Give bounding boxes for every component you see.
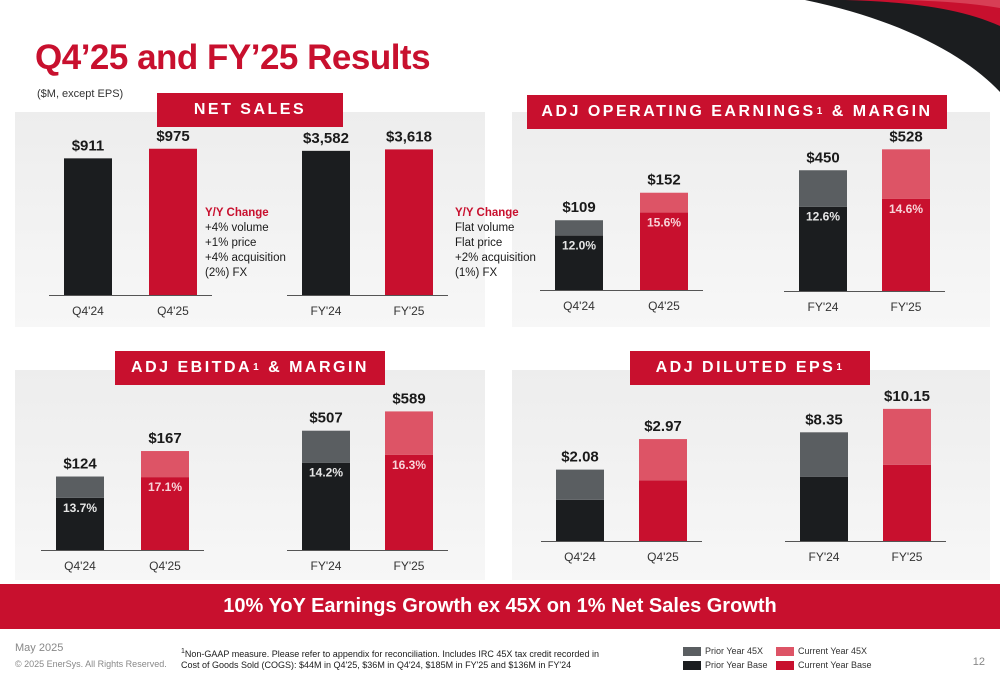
- legend-swatch-prior-base: [683, 660, 701, 670]
- adj-op-header: ADJ OPERATING EARNINGS 1 & MARGIN: [527, 95, 947, 129]
- legend-prior-45x: Prior Year 45X: [683, 646, 763, 656]
- adj-op-yy-line: Flat price: [455, 237, 503, 249]
- corner-decoration: [805, 0, 1000, 92]
- adj-op-yy-note: Y/Y Change Flat volume Flat price +2% ac…: [455, 206, 536, 281]
- net-sales-yy-line: (2%) FX: [205, 267, 248, 279]
- net-sales-yy-note: Y/Y Change +4% volume +1% price +4% acqu…: [205, 206, 286, 281]
- legend-label: Current Year 45X: [798, 646, 868, 656]
- page-number: 12: [972, 656, 985, 668]
- net-sales-header: NET SALES: [157, 93, 343, 127]
- adj-op-header-footnote: 1: [816, 105, 825, 117]
- net-sales-yy-line: +1% price: [205, 237, 257, 249]
- footer-date: May 2025: [15, 642, 64, 654]
- ebitda-header-footnote: 1: [253, 361, 262, 373]
- legend-swatch-current-base: [776, 660, 794, 670]
- units-note: ($M, except EPS): [37, 88, 124, 100]
- ebitda-header: ADJ EBITDA 1 & MARGIN: [115, 351, 385, 385]
- ebitda-header-suffix: & MARGIN: [261, 359, 369, 376]
- adj-op-panel: [512, 112, 990, 327]
- adj-op-yy-line: Flat volume: [455, 222, 515, 234]
- legend-prior-base: Prior Year Base: [683, 660, 768, 670]
- ebitda-header-label: ADJ EBITDA: [131, 359, 253, 376]
- legend-label: Current Year Base: [798, 660, 872, 670]
- summary-banner: 10% YoY Earnings Growth ex 45X on 1% Net…: [0, 584, 1000, 629]
- net-sales-header-label: NET SALES: [193, 101, 307, 118]
- adj-op-yy-line: (1%) FX: [455, 267, 498, 279]
- page-title: Q4’25 and FY’25 Results: [35, 38, 431, 77]
- legend-label: Prior Year Base: [705, 660, 768, 670]
- eps-header-label: ADJ DILUTED EPS: [655, 359, 836, 376]
- legend-swatch-current-45x: [776, 646, 794, 656]
- net-sales-yy-line: +4% volume: [205, 222, 269, 234]
- legend-current-base: Current Year Base: [776, 660, 872, 670]
- legend-current-45x: Current Year 45X: [776, 646, 867, 656]
- footnote: 1Non-GAAP measure. Please refer to appen…: [181, 646, 601, 671]
- adj-op-header-label: ADJ OPERATING EARNINGS: [541, 103, 816, 120]
- adj-op-header-suffix: & MARGIN: [824, 103, 933, 120]
- eps-panel: [512, 370, 990, 580]
- net-sales-yy-line: +4% acquisition: [205, 252, 286, 264]
- footnote-mark: 1: [181, 648, 185, 655]
- footnote-text: Non-GAAP measure. Please refer to append…: [181, 649, 599, 670]
- eps-header-footnote: 1: [836, 361, 845, 373]
- net-sales-yy-title: Y/Y Change: [205, 207, 269, 219]
- adj-op-yy-title: Y/Y Change: [455, 207, 519, 219]
- adj-op-yy-line: +2% acquisition: [455, 252, 536, 264]
- eps-header: ADJ DILUTED EPS 1: [630, 351, 870, 385]
- ebitda-panel: [15, 370, 485, 580]
- legend-label: Prior Year 45X: [705, 646, 764, 656]
- legend-swatch-prior-45x: [683, 646, 701, 656]
- footer-copyright: © 2025 EnerSys. All Rights Reserved.: [15, 659, 167, 669]
